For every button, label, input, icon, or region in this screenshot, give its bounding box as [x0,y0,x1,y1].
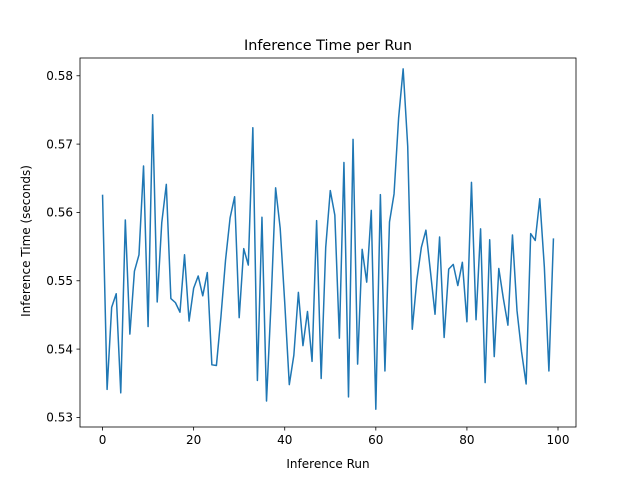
y-tick-label: 0.53 [46,411,73,425]
y-tick-label: 0.55 [46,274,73,288]
x-axis-title: Inference Run [286,457,369,471]
x-tick-label: 40 [277,433,292,447]
x-tick-label: 20 [186,433,201,447]
x-tick-label: 80 [459,433,474,447]
x-tick-label: 100 [547,433,570,447]
y-tick-label: 0.56 [46,206,73,220]
x-tick-label: 0 [99,433,107,447]
chart-title: Inference Time per Run [244,38,412,54]
series-line-0 [101,68,555,410]
y-tick-label: 0.57 [46,137,73,151]
plot-area: 0 20 40 60 80 100 0.53 0.54 0.55 0.56 0.57 0.58 [46,57,577,447]
y-tick-label: 0.54 [46,342,73,356]
y-tick-label: 0.58 [46,69,73,83]
x-tick-label: 60 [368,433,383,447]
plot-frame [79,57,577,428]
y-axis-title: Inference Time (seconds) [19,165,33,317]
